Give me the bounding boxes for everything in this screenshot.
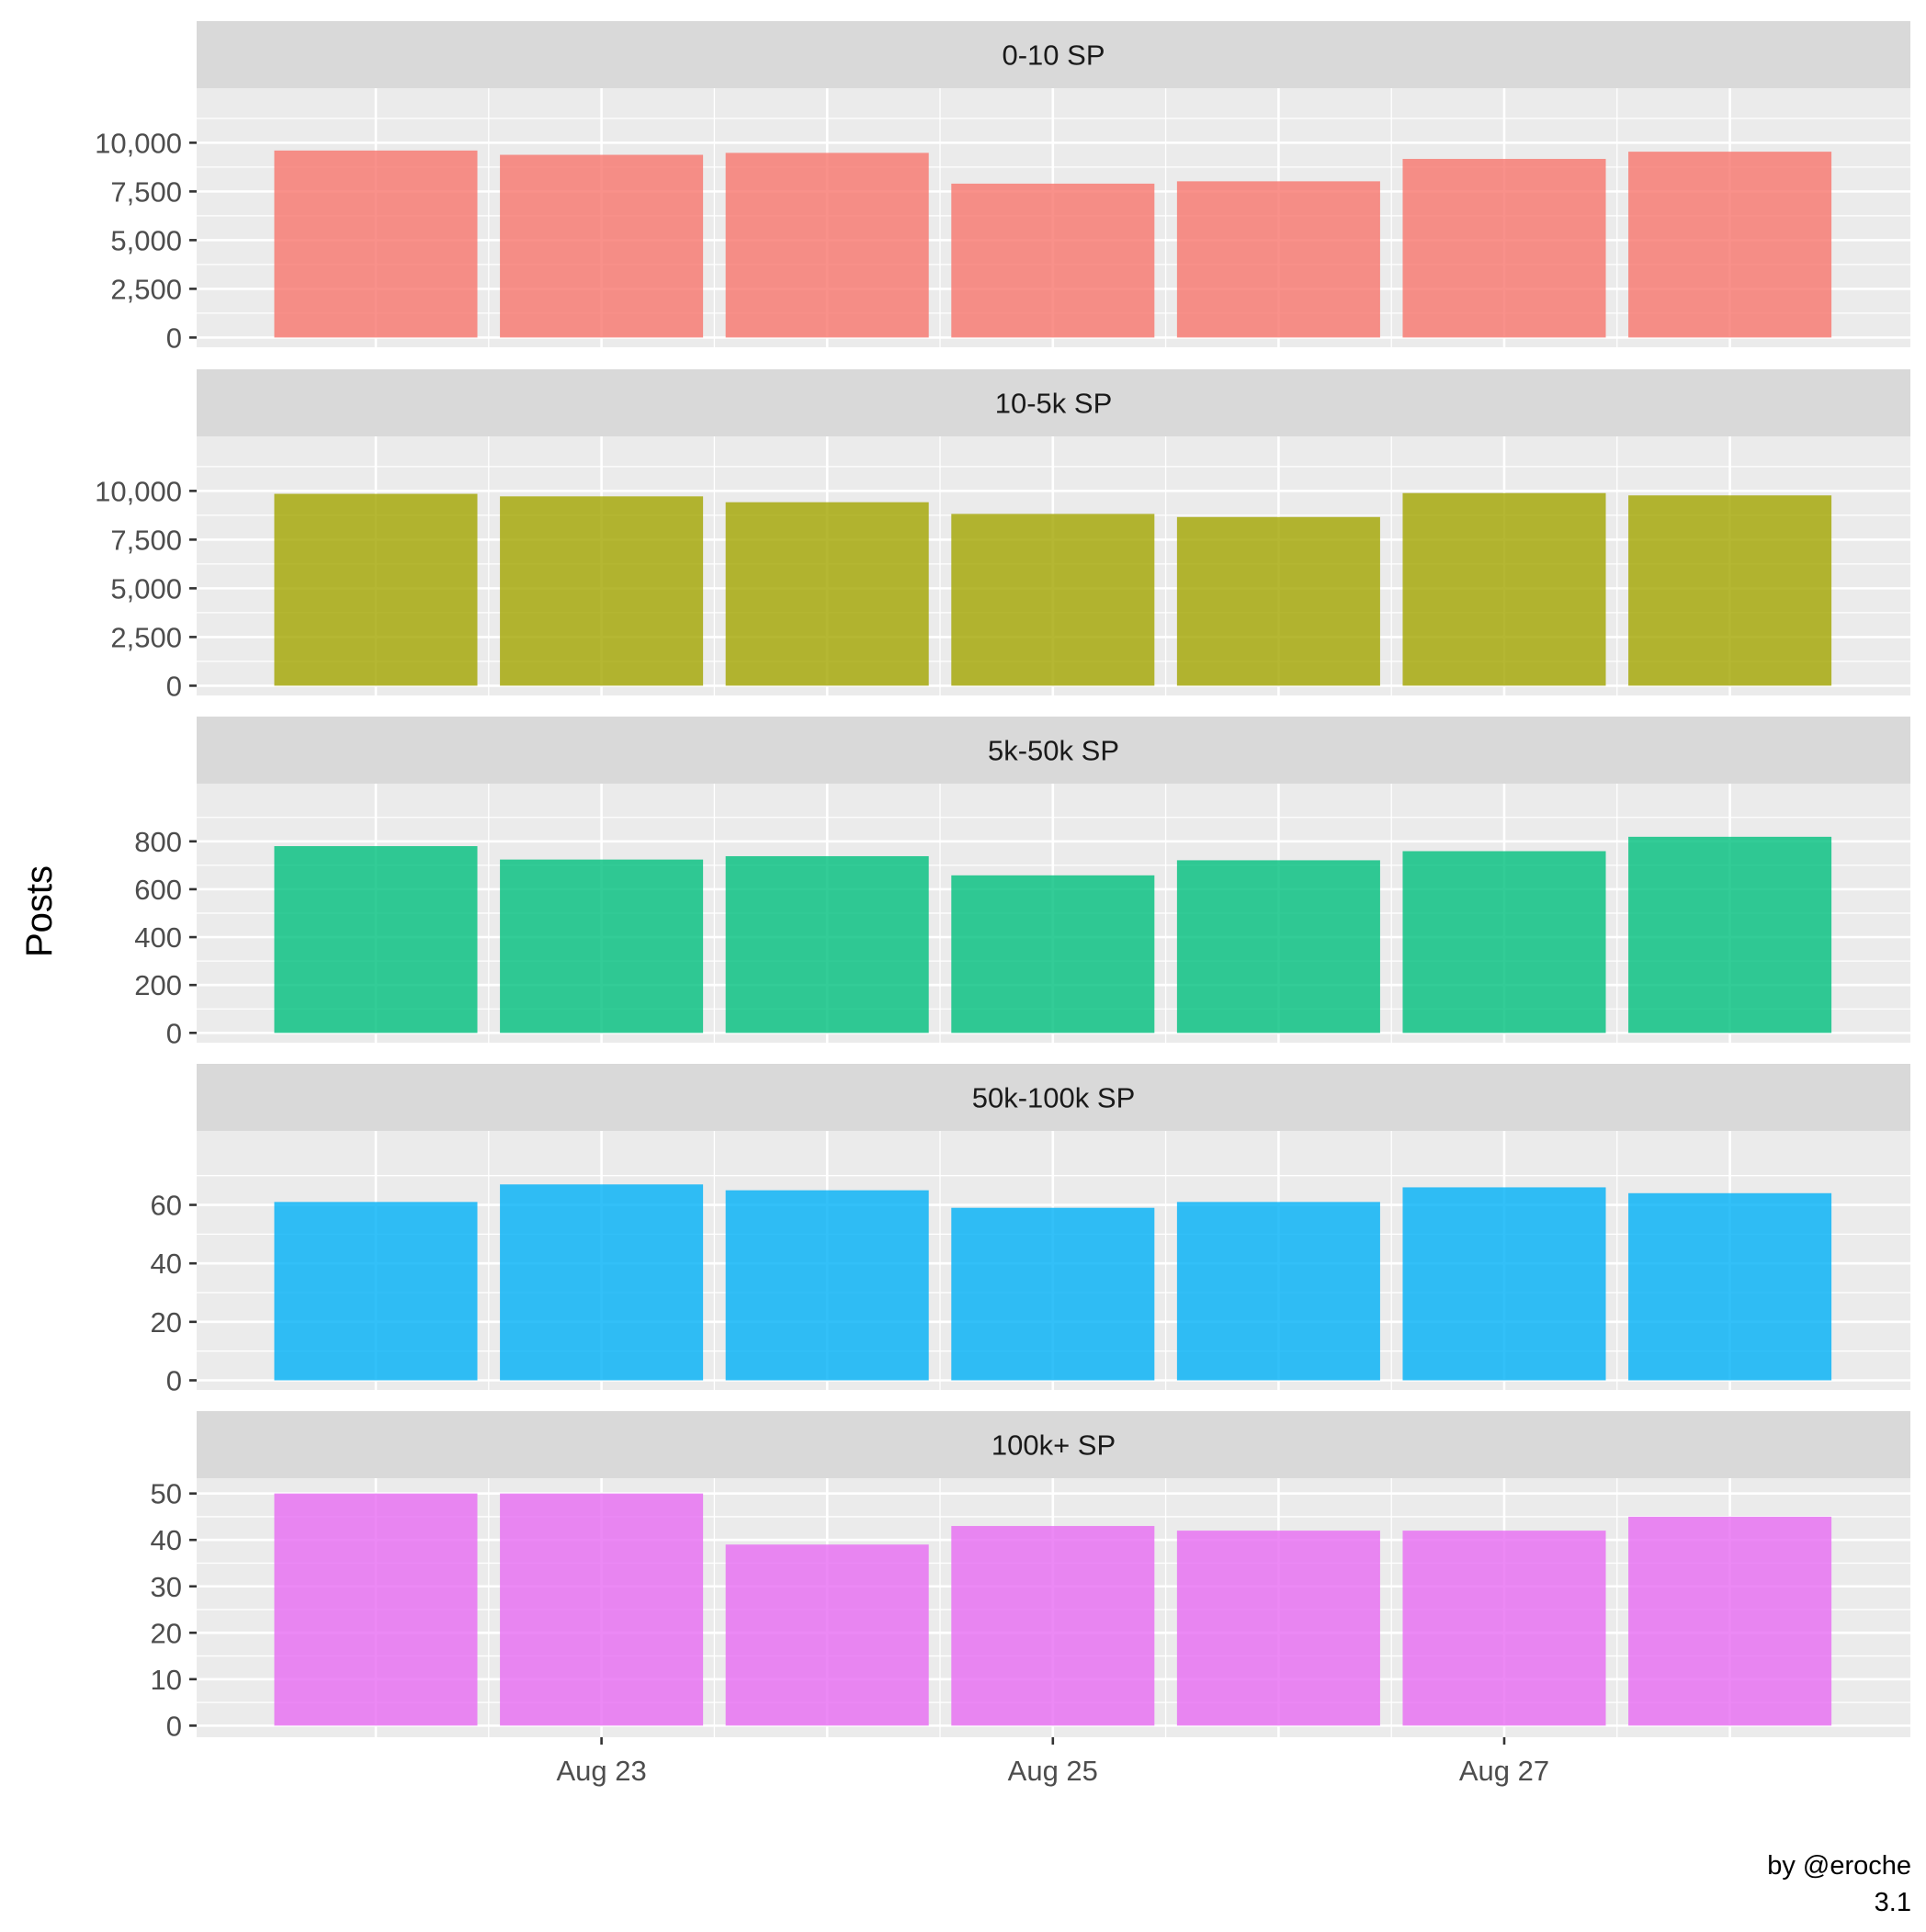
bar	[725, 1190, 929, 1381]
bar	[500, 496, 704, 686]
y-tick-label: 0	[166, 670, 182, 702]
bar	[725, 1544, 929, 1726]
facet-panel-5: 100k+ SP 0 10 20 30 40 50	[151, 1411, 1910, 1742]
caption-version: 3.1	[1875, 1888, 1911, 1917]
y-tick-label: 0	[166, 1017, 182, 1049]
bar	[951, 514, 1155, 686]
facet-strip	[197, 1411, 1910, 1478]
bar	[951, 1207, 1155, 1381]
facet-panel-1: 0-10 SP 0 2,500 5,000 7,500 10,000	[95, 21, 1910, 354]
bar	[1176, 516, 1380, 686]
bar	[1176, 1202, 1380, 1381]
bar	[274, 493, 478, 686]
bar	[1402, 1187, 1606, 1381]
y-axis-title: Posts	[19, 865, 60, 957]
bar	[1402, 158, 1606, 338]
y-tick-label: 5,000	[110, 572, 182, 604]
y-tick-label: 5,000	[110, 224, 182, 256]
x-tick-label: Aug 25	[1008, 1755, 1098, 1787]
y-tick-label: 30	[151, 1571, 182, 1603]
facet-strip	[197, 717, 1910, 784]
y-tick-label: 2,500	[110, 621, 182, 653]
bar	[274, 846, 478, 1034]
y-tick-label: 0	[166, 1364, 182, 1396]
y-tick-label: 7,500	[110, 175, 182, 208]
y-tick-label: 800	[134, 826, 182, 858]
facet-strip-label: 5k-50k SP	[988, 735, 1119, 767]
bar	[1628, 836, 1832, 1034]
bar	[500, 1493, 704, 1726]
bar	[725, 502, 929, 686]
y-tick-label: 200	[134, 969, 182, 1001]
bar	[1628, 152, 1832, 338]
bar	[500, 1184, 704, 1381]
facet-strip	[197, 369, 1910, 436]
bar	[274, 1202, 478, 1381]
facet-panel-2: 10-5k SP 0 2,500 5,000 7,500 10,000	[95, 369, 1910, 702]
bar	[1628, 1516, 1832, 1726]
y-tick-label: 7,500	[110, 524, 182, 556]
y-tick-label: 600	[134, 874, 182, 906]
facet-strip	[197, 21, 1910, 88]
bar	[725, 855, 929, 1034]
bar	[274, 150, 478, 338]
y-tick-label: 20	[151, 1617, 182, 1649]
facet-panel-4: 50k-100k SP 0 20 40 60	[151, 1064, 1910, 1396]
bar	[1402, 492, 1606, 686]
bar	[500, 154, 704, 338]
y-tick-label: 40	[151, 1248, 182, 1280]
y-tick-label: 2,500	[110, 273, 182, 305]
y-tick-label: 400	[134, 921, 182, 954]
bar	[500, 859, 704, 1034]
bar	[1402, 1531, 1606, 1726]
y-tick-label: 0	[166, 322, 182, 354]
bar	[274, 1493, 478, 1726]
facet-strip-label: 0-10 SP	[1002, 40, 1105, 72]
facet-strip-label: 50k-100k SP	[972, 1082, 1136, 1114]
y-tick-label: 20	[151, 1306, 182, 1339]
facet-strip	[197, 1064, 1910, 1131]
facet-strip-label: 100k+ SP	[991, 1429, 1116, 1462]
y-tick-label: 40	[151, 1524, 182, 1556]
facet-panel-3: 5k-50k SP 0 200 400 600 800	[134, 717, 1910, 1049]
y-tick-label: 50	[151, 1478, 182, 1510]
bar	[1628, 495, 1832, 686]
bar	[1176, 860, 1380, 1034]
bar	[1628, 1192, 1832, 1381]
x-tick-label: Aug 23	[556, 1755, 646, 1787]
bar	[951, 1526, 1155, 1726]
caption-author: by @eroche	[1767, 1851, 1911, 1881]
y-tick-label: 10,000	[95, 127, 182, 159]
bar	[1176, 181, 1380, 338]
y-tick-label: 60	[151, 1190, 182, 1222]
bar	[951, 875, 1155, 1034]
bar	[1176, 1531, 1380, 1726]
bar	[951, 183, 1155, 338]
bar	[725, 153, 929, 338]
bar	[1402, 851, 1606, 1034]
y-tick-label: 10,000	[95, 475, 182, 507]
facet-strip-label: 10-5k SP	[995, 388, 1113, 420]
y-tick-label: 0	[166, 1710, 182, 1742]
x-tick-label: Aug 27	[1459, 1755, 1549, 1787]
y-tick-label: 10	[151, 1664, 182, 1696]
